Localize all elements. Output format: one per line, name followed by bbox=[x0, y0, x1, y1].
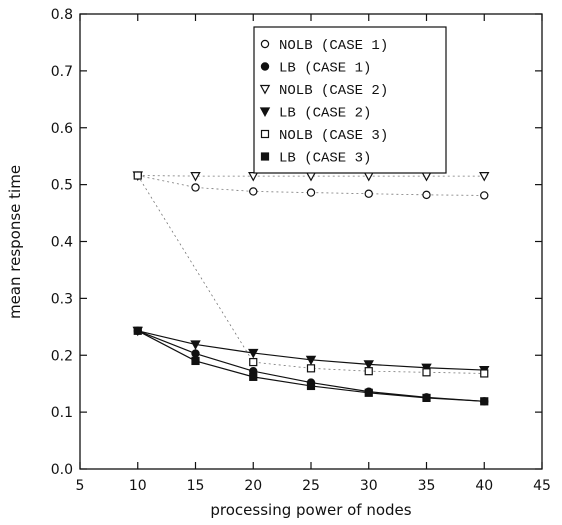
data-point bbox=[480, 369, 489, 378]
y-tick-label: 0.3 bbox=[51, 291, 73, 307]
data-point bbox=[248, 171, 259, 182]
data-point bbox=[364, 189, 373, 198]
data-point bbox=[422, 190, 431, 200]
legend-marker bbox=[260, 62, 270, 71]
data-point bbox=[249, 357, 258, 367]
data-point bbox=[364, 367, 373, 376]
y-tick-label: 0.1 bbox=[51, 405, 73, 421]
x-tick-label: 40 bbox=[475, 478, 493, 494]
x-axis-title: processing power of nodes bbox=[210, 501, 411, 519]
y-tick-label: 0.8 bbox=[51, 7, 73, 23]
y-tick-label: 0.0 bbox=[51, 462, 73, 478]
x-tick-label: 10 bbox=[129, 478, 147, 494]
data-point bbox=[364, 388, 373, 397]
data-point bbox=[306, 381, 316, 391]
series-5 bbox=[133, 171, 489, 378]
data-point bbox=[479, 171, 490, 182]
legend-label: NOLB (CASE 1) bbox=[279, 38, 388, 54]
x-tick-label: 20 bbox=[244, 478, 262, 494]
x-tick-label: 35 bbox=[418, 478, 436, 494]
legend-label: NOLB (CASE 2) bbox=[279, 83, 388, 99]
data-point bbox=[422, 393, 431, 403]
x-tick-label: 45 bbox=[533, 478, 551, 494]
series-6 bbox=[133, 326, 489, 406]
x-tick-label: 5 bbox=[76, 478, 85, 494]
data-point bbox=[306, 188, 316, 197]
data-point bbox=[191, 183, 200, 192]
data-point bbox=[133, 326, 142, 335]
data-point bbox=[190, 340, 201, 350]
data-point bbox=[191, 356, 200, 366]
x-tick-label: 15 bbox=[187, 478, 205, 494]
y-tick-label: 0.6 bbox=[51, 121, 73, 137]
data-point bbox=[363, 360, 374, 370]
y-axis-title: mean response time bbox=[6, 165, 24, 319]
data-point bbox=[133, 171, 142, 180]
data-point bbox=[422, 368, 431, 377]
legend-label: LB (CASE 2) bbox=[279, 106, 371, 122]
axis-ticks: 5 10 15 20 25 30 35 40 45 0.0 0.1 0.2 0.3 0.4 0.5 0.6 0.… bbox=[51, 7, 551, 494]
data-point bbox=[421, 363, 432, 374]
legend-label: LB (CASE 1) bbox=[279, 61, 371, 77]
data-point bbox=[480, 191, 489, 200]
x-tick-label: 25 bbox=[302, 478, 320, 494]
data-point bbox=[305, 355, 317, 366]
data-point bbox=[248, 348, 259, 359]
data-point bbox=[249, 372, 258, 381]
legend-marker bbox=[260, 152, 270, 161]
legend-marker bbox=[260, 129, 270, 139]
y-tick-label: 0.7 bbox=[51, 64, 73, 80]
legend-box bbox=[253, 26, 447, 174]
legend-label: LB (CASE 3) bbox=[279, 151, 371, 167]
series-line bbox=[137, 175, 485, 374]
legend-label: NOLB (CASE 3) bbox=[279, 128, 388, 144]
legend-marker bbox=[259, 107, 271, 117]
data-point bbox=[190, 171, 201, 182]
legend: NOLB (CASE 1) LB (CASE 1) NOLB (CASE 2) LB … bbox=[253, 26, 447, 174]
legend-marker bbox=[260, 39, 270, 49]
y-tick-label: 0.5 bbox=[51, 178, 73, 194]
x-tick-label: 30 bbox=[360, 478, 378, 494]
legend-marker bbox=[259, 84, 271, 95]
data-point bbox=[480, 397, 489, 406]
y-tick-label: 0.2 bbox=[51, 348, 73, 364]
series-layer bbox=[132, 171, 490, 406]
y-tick-label: 0.4 bbox=[51, 235, 73, 251]
data-point bbox=[249, 187, 258, 196]
data-point bbox=[191, 349, 200, 358]
data-point bbox=[363, 171, 374, 182]
data-point bbox=[306, 364, 316, 373]
